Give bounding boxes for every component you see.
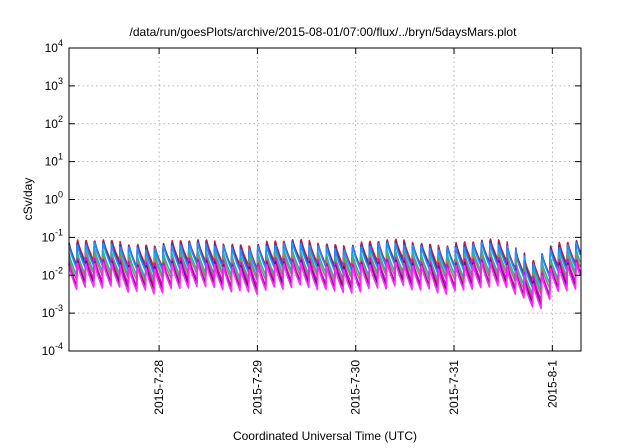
grid-lines — [69, 48, 581, 351]
x-tick-label: 2015-7-31 — [447, 360, 461, 415]
series-line — [68, 261, 582, 310]
y-tick-label: 102 — [45, 114, 63, 131]
axis-ticks — [69, 47, 581, 352]
x-tick-label: 2015-7-28 — [152, 360, 166, 415]
series-layer — [68, 238, 582, 310]
chart-title: /data/run/goesPlots/archive/2015-08-01/0… — [130, 25, 518, 39]
x-tick-label: 2015-7-29 — [250, 360, 264, 415]
y-tick-label: 100 — [45, 190, 63, 207]
x-tick-label: 2015-7-30 — [349, 360, 363, 415]
x-tick-labels: 2015-7-28 2015-7-29 2015-7-30 2015-7-31 2015… — [152, 360, 559, 415]
x-axis-label: Coordinated Universal Time (UTC) — [233, 429, 417, 443]
y-tick-label: 10-1 — [42, 227, 63, 244]
y-tick-label: 10-4 — [42, 341, 63, 358]
y-tick-label: 10-3 — [42, 303, 63, 320]
y-tick-label: 103 — [45, 76, 63, 93]
x-tick-label: 2015-8-1 — [545, 360, 559, 408]
y-axis-label: cSv/day — [21, 178, 35, 221]
y-tick-label: 101 — [45, 152, 63, 169]
y-tick-label: 104 — [45, 38, 63, 55]
y-tick-label: 10-2 — [42, 265, 63, 282]
y-tick-labels: 104 103 102 101 100 10-1 10-2 10-3 10-4 — [42, 38, 63, 358]
